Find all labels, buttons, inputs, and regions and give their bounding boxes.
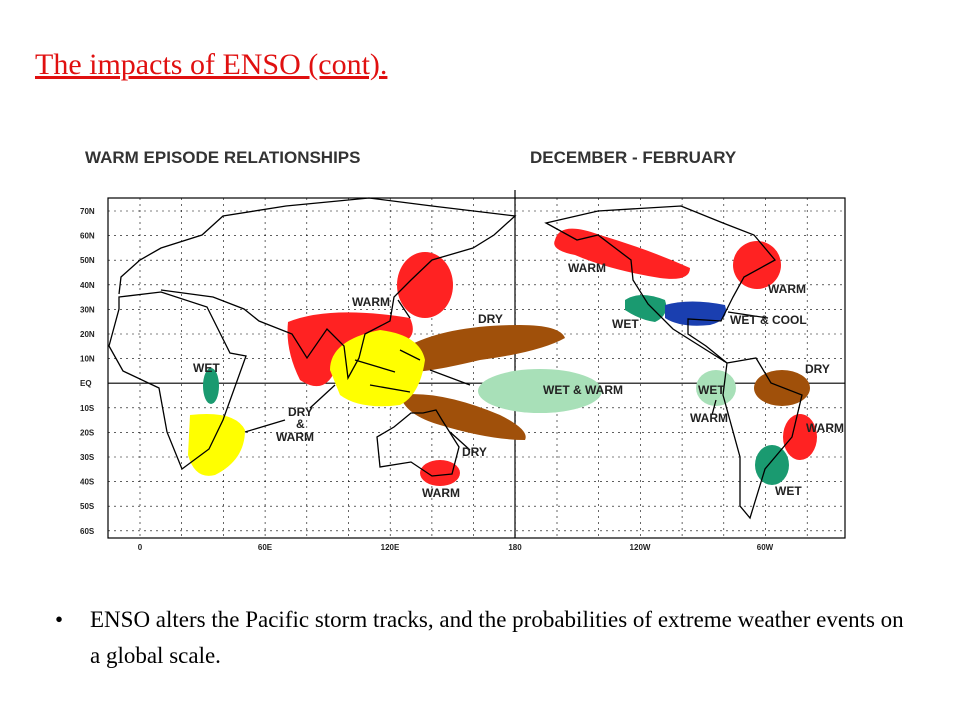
- lon-label: 60E: [258, 543, 273, 552]
- region-label: WET & WARM: [543, 383, 623, 397]
- region: [625, 295, 667, 322]
- region-label: WET: [775, 484, 802, 498]
- arrow: [449, 431, 471, 451]
- arrow: [711, 399, 717, 416]
- slide-title: The impacts of ENSO (cont).: [35, 48, 388, 81]
- region-label: WARM: [352, 295, 390, 309]
- lat-label: 40S: [80, 478, 95, 487]
- lat-label: 50S: [80, 502, 95, 511]
- region-label: WET: [698, 383, 725, 397]
- region: [330, 330, 425, 407]
- region-label: WARM: [276, 430, 314, 444]
- region: [755, 445, 789, 485]
- lon-label: 120W: [630, 543, 651, 552]
- region-label: WET: [193, 361, 220, 375]
- region: [754, 370, 810, 406]
- region-label: WARM: [568, 261, 606, 275]
- arrow: [727, 311, 769, 319]
- lat-label: 60N: [80, 232, 95, 241]
- region-labels: WET WARM DRY WARM WARM WET WET & COOL DR…: [193, 261, 844, 500]
- arrow: [244, 419, 286, 433]
- bullet-list: ENSO alters the Pacific storm tracks, an…: [55, 602, 905, 674]
- coastline: [376, 409, 460, 477]
- coastline: [108, 291, 247, 471]
- region-label: &: [296, 417, 305, 431]
- region-label: WARM: [806, 421, 844, 435]
- region-label: WARM: [422, 486, 460, 500]
- lat-label: 40N: [80, 281, 95, 290]
- region: [783, 414, 817, 460]
- region: [203, 368, 219, 404]
- region: [397, 252, 453, 318]
- coastline: [354, 349, 471, 393]
- lat-label: 20S: [80, 428, 95, 437]
- lon-label: 0: [138, 543, 143, 552]
- lat-label: 50N: [80, 256, 95, 265]
- coastline: [722, 357, 803, 520]
- region: [410, 325, 565, 372]
- lat-label: EQ: [80, 379, 92, 388]
- region-label: WARM: [690, 411, 728, 425]
- lat-label: 20N: [80, 330, 95, 339]
- continents: [108, 197, 803, 520]
- grid: [108, 190, 845, 538]
- lat-label: 30N: [80, 305, 95, 314]
- lat-label: 10N: [80, 355, 95, 364]
- region-label: DRY: [805, 362, 830, 376]
- coastline: [118, 197, 517, 381]
- region: [478, 369, 602, 413]
- anomaly-regions: [188, 228, 817, 486]
- bullet: ENSO alters the Pacific storm tracks, an…: [55, 602, 905, 674]
- lat-label: 60S: [80, 527, 95, 536]
- coastline: [544, 205, 777, 364]
- region-label: WET & COOL: [730, 313, 807, 327]
- lat-label: 30S: [80, 453, 95, 462]
- arrows: [244, 299, 769, 451]
- region-label: WARM: [768, 282, 806, 296]
- arrow: [309, 384, 336, 409]
- region: [420, 460, 460, 486]
- lat-label: 70N: [80, 207, 95, 216]
- lat-label: 10S: [80, 404, 95, 413]
- region: [188, 414, 245, 476]
- region-label: DRY: [462, 445, 487, 459]
- region: [665, 301, 726, 326]
- map-title: WARM EPISODE RELATIONSHIPS: [85, 148, 361, 167]
- lon-label: 180: [508, 543, 522, 552]
- region: [696, 370, 736, 406]
- map-title: DECEMBER - FEBRUARY: [530, 148, 737, 167]
- enso-map: WARM EPISODE RELATIONSHIPS DECEMBER - FE…: [80, 148, 846, 552]
- lon-label: 60W: [757, 543, 774, 552]
- region: [400, 394, 526, 440]
- region-label: DRY: [478, 312, 503, 326]
- arrow: [397, 299, 411, 319]
- region-label: WET: [612, 317, 639, 331]
- lon-label: 120E: [381, 543, 400, 552]
- region-label: DRY: [288, 405, 313, 419]
- map-frame: [107, 197, 846, 539]
